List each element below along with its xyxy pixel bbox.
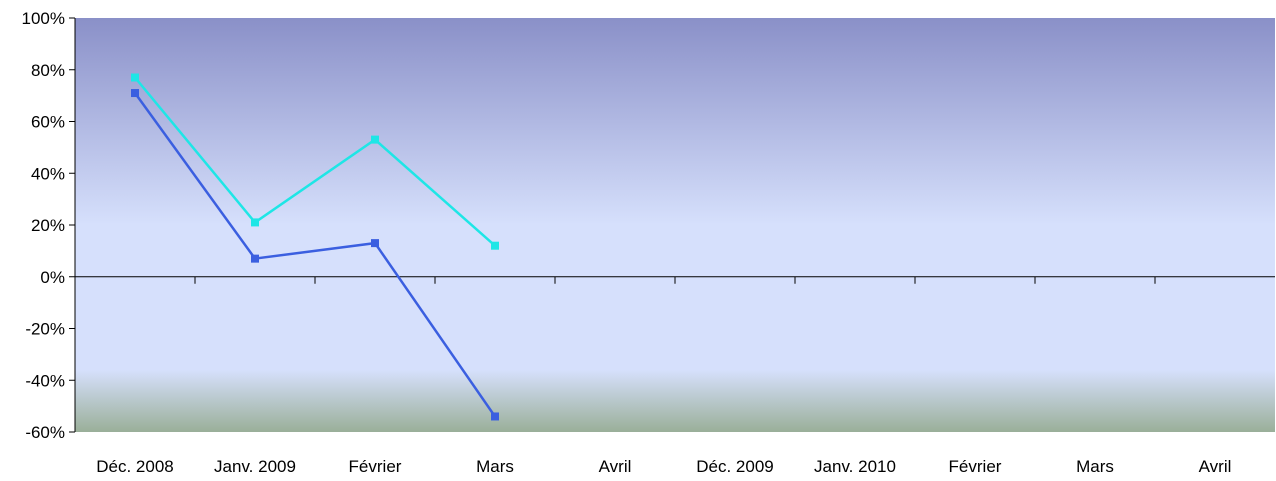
y-tick-label: -60%	[25, 423, 65, 442]
data-point	[491, 241, 499, 250]
y-tick-label: 100%	[22, 9, 65, 28]
x-tick-label: Janv. 2009	[214, 457, 296, 476]
data-point	[131, 73, 139, 82]
series-line	[134, 76, 496, 247]
series-2	[131, 89, 499, 421]
data-point	[491, 412, 499, 421]
x-tick-label: Mars	[1076, 457, 1114, 476]
x-tick-label: Avril	[1199, 457, 1232, 476]
data-point	[371, 135, 379, 144]
data-point	[251, 218, 259, 227]
series-group	[131, 73, 499, 421]
y-tick-label: 20%	[31, 216, 65, 235]
x-tick-label: Janv. 2010	[814, 457, 896, 476]
y-tick-label: -20%	[25, 320, 65, 339]
y-tick-label: 60%	[31, 113, 65, 132]
x-axis-labels: Déc. 2008 Janv. 2009 Février Mars Avril Déc. …	[96, 457, 1231, 476]
y-tick-label: 40%	[31, 164, 65, 183]
axes	[69, 17, 1275, 433]
x-tick-label: Avril	[599, 457, 632, 476]
y-axis-labels: 100% 80% 60% 40% 20% 0% -20% -40% -60%	[22, 9, 65, 442]
y-tick-label: -40%	[25, 371, 65, 390]
series-line	[133, 92, 497, 418]
x-tick-label: Février	[949, 457, 1002, 476]
data-point	[131, 89, 139, 98]
y-tick-label: 0%	[40, 268, 65, 287]
x-tick-label: Mars	[476, 457, 514, 476]
x-tick-label: Février	[349, 457, 402, 476]
x-tick-label: Déc. 2008	[96, 457, 174, 476]
y-tick-label: 80%	[31, 61, 65, 80]
data-point	[371, 239, 379, 248]
series-1	[131, 73, 499, 250]
plot-area	[75, 18, 1275, 432]
x-tick-label: Déc. 2009	[696, 457, 774, 476]
data-point	[251, 254, 259, 263]
